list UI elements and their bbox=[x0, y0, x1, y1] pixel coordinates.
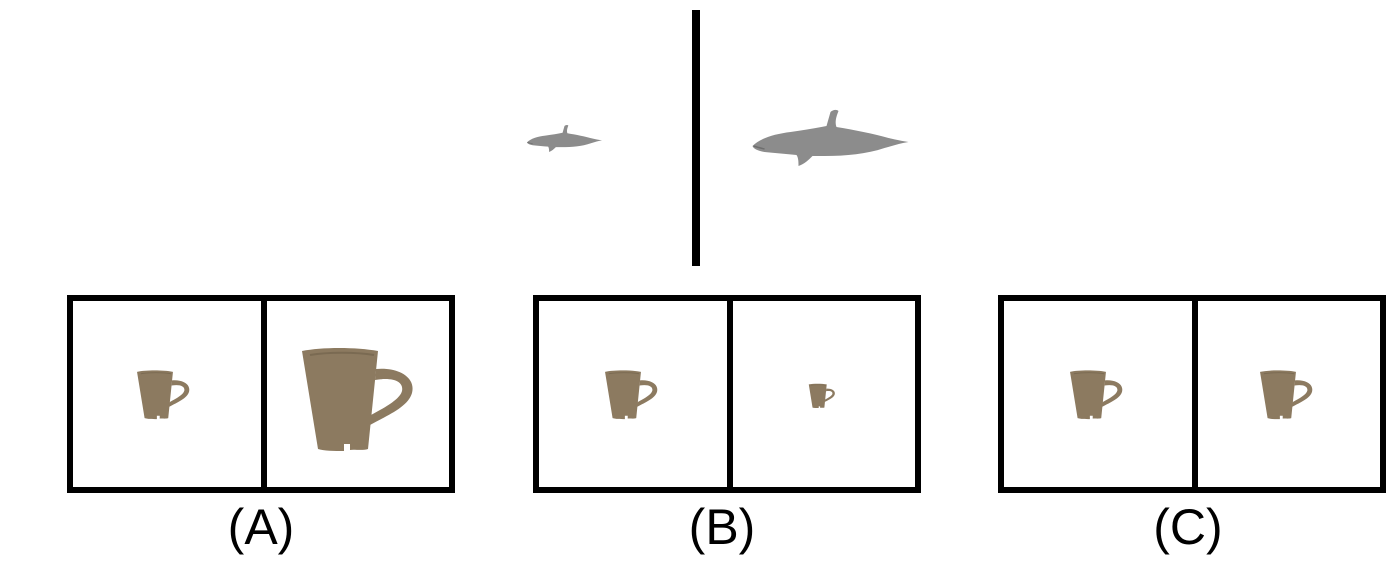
mug-icon bbox=[603, 369, 660, 421]
option-a-label: (A) bbox=[227, 499, 295, 555]
mug-icon bbox=[1258, 369, 1315, 421]
dolphin-icon bbox=[750, 108, 911, 168]
dolphin-icon bbox=[526, 124, 603, 153]
reference-divider bbox=[692, 10, 700, 266]
mug-icon bbox=[298, 345, 418, 455]
option-c-label: (C) bbox=[1153, 499, 1223, 555]
option-a-panel[interactable] bbox=[67, 295, 455, 493]
mug-icon bbox=[807, 383, 837, 409]
mug-icon bbox=[135, 369, 192, 421]
option-b-label: (B) bbox=[688, 499, 756, 555]
option-b-divider bbox=[727, 301, 733, 487]
option-a-divider bbox=[261, 301, 267, 487]
option-c-panel[interactable] bbox=[998, 295, 1386, 493]
option-c-divider bbox=[1192, 301, 1198, 487]
mug-icon bbox=[1068, 369, 1125, 421]
option-b-panel[interactable] bbox=[533, 295, 921, 493]
